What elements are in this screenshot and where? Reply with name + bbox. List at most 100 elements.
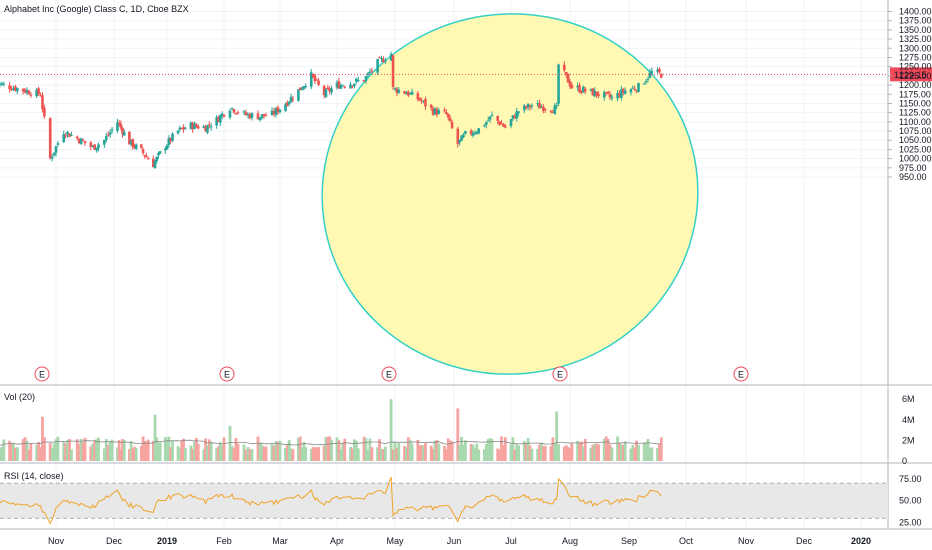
volume-bar	[131, 448, 135, 461]
candle-body	[635, 90, 638, 92]
volume-bar	[541, 446, 545, 461]
volume-bar	[10, 442, 13, 461]
candle-body	[337, 81, 341, 89]
candle-body	[219, 115, 222, 123]
rsi-line	[0, 476, 662, 525]
volume-bar	[435, 440, 439, 461]
volume-bar	[244, 449, 248, 461]
volume-bar	[127, 449, 131, 461]
volume-bar	[116, 447, 119, 461]
candle-body	[568, 81, 572, 87]
candle-body	[490, 114, 494, 116]
volume-bar	[204, 438, 208, 461]
volume-bar	[526, 437, 530, 461]
volume-bar	[418, 445, 422, 461]
volume-bar	[522, 440, 526, 461]
candle-body	[43, 107, 46, 117]
candle-body	[131, 139, 135, 148]
volume-bar	[298, 436, 302, 461]
candle-body	[304, 85, 308, 87]
volume-bar	[503, 437, 507, 461]
candle-body	[116, 122, 119, 131]
candle-body	[217, 117, 220, 123]
candle-body	[656, 69, 659, 72]
volume-bar	[54, 439, 58, 461]
candle-body	[517, 111, 520, 113]
candle-body	[595, 91, 598, 96]
volume-bar	[608, 444, 612, 461]
volume-bar	[564, 445, 568, 461]
candle-body	[35, 89, 38, 97]
volume-bar	[578, 442, 581, 461]
volume-bar	[270, 444, 274, 461]
earnings-marker[interactable]	[34, 366, 50, 382]
volume-bar	[25, 440, 29, 461]
volume-bar	[157, 442, 160, 461]
ellipse-drawing[interactable]	[299, 0, 721, 398]
volume-bar	[91, 443, 95, 461]
volume-bar	[393, 441, 397, 461]
earnings-marker[interactable]	[733, 366, 749, 382]
volume-bar	[66, 440, 69, 461]
candle-body	[315, 79, 319, 81]
candle-body	[83, 141, 87, 144]
volume-bar	[117, 440, 121, 461]
volume-bar	[410, 443, 414, 461]
candle-body	[618, 93, 621, 97]
candle-body	[191, 122, 195, 130]
candle-body	[364, 76, 368, 82]
volume-bar	[302, 442, 306, 461]
volume-bar	[349, 447, 352, 461]
volume-bar	[424, 443, 427, 461]
candle-body	[103, 140, 106, 145]
candle-body	[153, 161, 157, 168]
earnings-marker[interactable]	[381, 366, 397, 382]
volume-bar	[143, 440, 147, 461]
volume-bar	[500, 436, 503, 461]
volume-bar	[397, 443, 401, 461]
volume-bar	[408, 440, 412, 461]
candle-body	[0, 83, 4, 86]
candle-body	[353, 83, 356, 87]
candle-body	[110, 129, 114, 131]
volume-pane-label: Vol (20)	[4, 392, 35, 402]
volume-bar	[389, 399, 393, 461]
candle-body	[16, 88, 19, 92]
volume-bar	[538, 444, 541, 461]
candle-body	[169, 137, 172, 142]
volume-bar	[580, 441, 583, 461]
volume-bar	[335, 437, 339, 461]
candle-body	[570, 85, 574, 89]
candle-body	[339, 84, 343, 89]
volume-bar	[324, 437, 328, 461]
volume-bar	[553, 444, 557, 461]
candle-body	[460, 135, 463, 141]
volume-bar	[83, 437, 87, 461]
volume-bar	[380, 448, 383, 461]
earnings-marker[interactable]	[552, 366, 568, 382]
candle-body	[291, 98, 295, 100]
volume-bar	[450, 441, 454, 461]
candle-body	[351, 85, 354, 87]
volume-bar	[39, 447, 42, 461]
volume-bar	[228, 425, 232, 461]
earnings-marker-label: E	[557, 370, 563, 380]
time-tick-label: Jun	[447, 536, 462, 546]
volume-bar	[155, 437, 159, 461]
candle-body	[578, 85, 581, 93]
volume-bar	[77, 444, 81, 461]
volume-bar	[356, 448, 360, 461]
price-tick-label: 1200.00	[899, 80, 932, 90]
volume-bar	[644, 442, 648, 461]
volume-bar	[97, 437, 100, 461]
candle-body	[209, 126, 213, 128]
volume-bar	[248, 449, 252, 461]
time-tick-label: Dec	[106, 536, 123, 546]
volume-bar	[236, 443, 240, 461]
candle-body	[104, 136, 108, 141]
candle-body	[376, 59, 379, 73]
earnings-marker[interactable]	[219, 366, 235, 382]
candle-body	[326, 87, 330, 89]
price-tick-label: 1250.00	[899, 62, 932, 72]
candle-body	[349, 84, 352, 89]
